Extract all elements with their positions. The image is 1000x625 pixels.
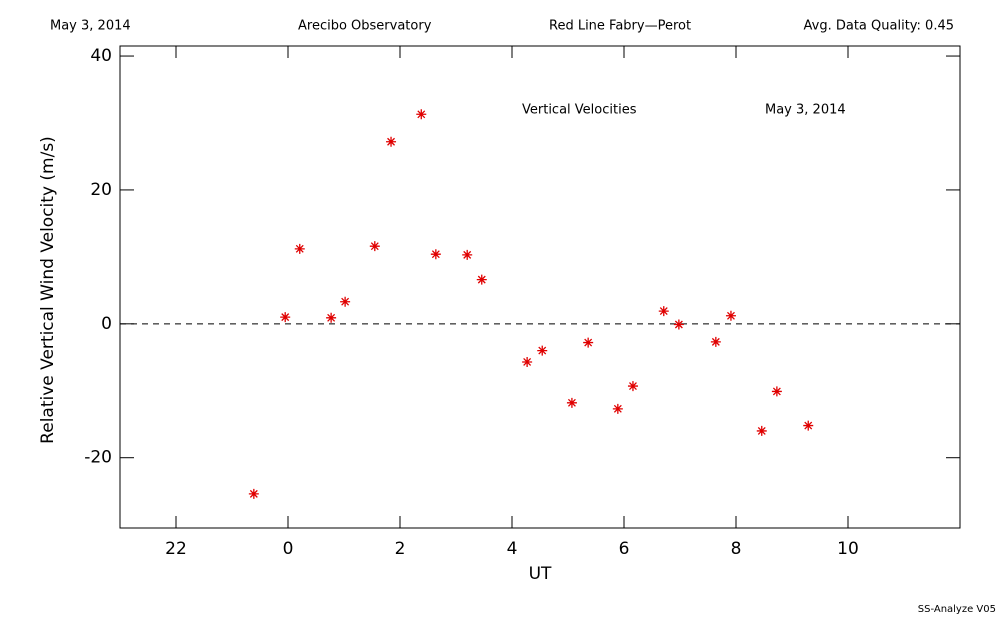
data-point <box>658 306 669 317</box>
data-point <box>416 109 427 120</box>
header-quality: Avg. Data Quality: 0.45 <box>804 19 954 34</box>
data-point <box>462 249 473 260</box>
annotation-date: May 3, 2014 <box>765 103 846 118</box>
data-point <box>537 345 548 356</box>
data-point <box>430 249 441 260</box>
x-tick-label: 0 <box>283 539 294 559</box>
plot-frame <box>119 45 961 529</box>
data-point <box>725 310 736 321</box>
x-axis-label: UT <box>529 564 552 584</box>
data-point <box>340 296 351 307</box>
data-point <box>248 488 259 499</box>
data-point <box>386 136 397 147</box>
data-point <box>476 274 487 285</box>
data-point <box>522 356 533 367</box>
data-point <box>566 397 577 408</box>
data-point <box>756 425 767 436</box>
annotation-title: Vertical Velocities <box>522 103 637 118</box>
data-point <box>673 319 684 330</box>
header-instrument: Red Line Fabry—Perot <box>549 19 691 34</box>
y-tick-label: 40 <box>90 46 112 66</box>
x-tick-label: 10 <box>837 539 859 559</box>
x-tick-label: 22 <box>165 539 187 559</box>
data-point <box>294 243 305 254</box>
data-point <box>326 312 337 323</box>
data-point <box>612 403 623 414</box>
x-tick-label: 4 <box>507 539 518 559</box>
y-axis-label: Relative Vertical Wind Velocity (m/s) <box>38 136 58 444</box>
header-date: May 3, 2014 <box>50 19 131 34</box>
footer: SS-Analyze V05 <box>918 604 996 615</box>
data-point <box>771 386 782 397</box>
y-tick-label: -20 <box>84 448 112 468</box>
x-tick-label: 6 <box>619 539 630 559</box>
data-point <box>583 337 594 348</box>
x-tick-label: 2 <box>395 539 406 559</box>
header-site: Arecibo Observatory <box>298 19 432 34</box>
data-point <box>280 312 291 323</box>
data-point <box>369 241 380 252</box>
data-point <box>710 336 721 347</box>
data-point <box>627 381 638 392</box>
y-tick-label: 20 <box>90 180 112 200</box>
data-point <box>803 420 814 431</box>
y-tick-label: 0 <box>101 314 112 334</box>
x-tick-label: 8 <box>731 539 742 559</box>
